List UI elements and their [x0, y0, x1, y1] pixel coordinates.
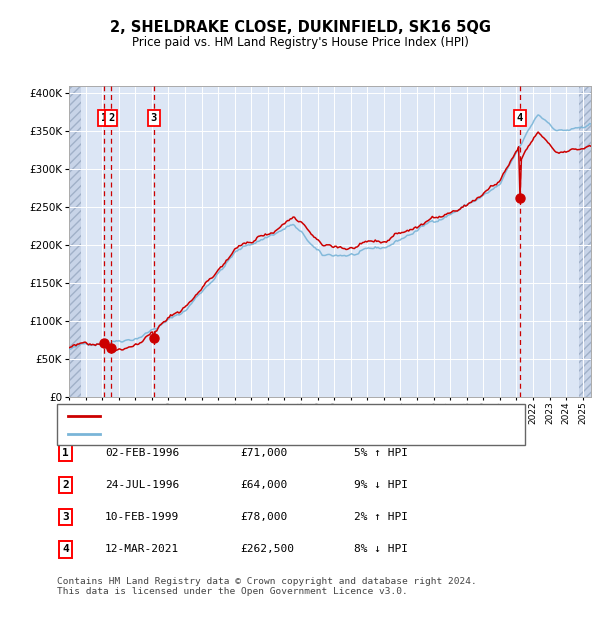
Text: £262,500: £262,500 — [240, 544, 294, 554]
Text: £78,000: £78,000 — [240, 512, 287, 522]
Text: £71,000: £71,000 — [240, 448, 287, 458]
Bar — [69, 86, 82, 397]
Text: 5% ↑ HPI: 5% ↑ HPI — [354, 448, 408, 458]
Text: 02-FEB-1996: 02-FEB-1996 — [105, 448, 179, 458]
Text: 2% ↑ HPI: 2% ↑ HPI — [354, 512, 408, 522]
Text: 3: 3 — [151, 113, 157, 123]
Text: HPI: Average price, detached house, Tameside: HPI: Average price, detached house, Tame… — [107, 428, 394, 439]
Text: 24-JUL-1996: 24-JUL-1996 — [105, 480, 179, 490]
Bar — [578, 86, 591, 397]
Text: 10-FEB-1999: 10-FEB-1999 — [105, 512, 179, 522]
Text: 2, SHELDRAKE CLOSE, DUKINFIELD, SK16 5QG: 2, SHELDRAKE CLOSE, DUKINFIELD, SK16 5QG — [110, 20, 491, 35]
Text: 2: 2 — [108, 113, 115, 123]
Text: 4: 4 — [62, 544, 69, 554]
Text: 1: 1 — [101, 113, 107, 123]
Text: 12-MAR-2021: 12-MAR-2021 — [105, 544, 179, 554]
Text: 2: 2 — [62, 480, 69, 490]
Text: £64,000: £64,000 — [240, 480, 287, 490]
Text: 1: 1 — [62, 448, 69, 458]
Text: Contains HM Land Registry data © Crown copyright and database right 2024.
This d: Contains HM Land Registry data © Crown c… — [57, 577, 477, 596]
Text: 8% ↓ HPI: 8% ↓ HPI — [354, 544, 408, 554]
Text: Price paid vs. HM Land Registry's House Price Index (HPI): Price paid vs. HM Land Registry's House … — [131, 36, 469, 49]
Text: 3: 3 — [62, 512, 69, 522]
Text: 9% ↓ HPI: 9% ↓ HPI — [354, 480, 408, 490]
Text: 2, SHELDRAKE CLOSE, DUKINFIELD, SK16 5QG (detached house): 2, SHELDRAKE CLOSE, DUKINFIELD, SK16 5QG… — [107, 410, 478, 421]
Text: 4: 4 — [517, 113, 523, 123]
